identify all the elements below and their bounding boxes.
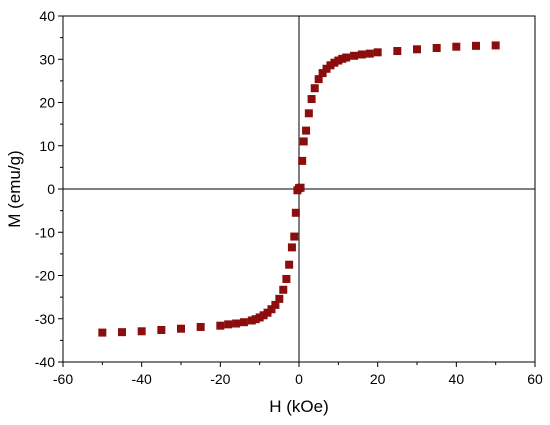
- data-point: [293, 186, 302, 195]
- data-point: [291, 208, 300, 217]
- y-tick-label: 40: [39, 8, 55, 24]
- y-tick-label: 30: [39, 51, 55, 67]
- x-tick-label: 0: [295, 371, 303, 387]
- data-point: [307, 95, 316, 104]
- y-tick-label: -20: [35, 268, 55, 284]
- data-point: [393, 47, 402, 56]
- data-point: [452, 42, 461, 51]
- data-points: [98, 41, 500, 337]
- data-point: [287, 243, 296, 252]
- y-tick-label: -30: [35, 311, 55, 327]
- data-point: [290, 232, 299, 241]
- data-point: [196, 322, 205, 331]
- data-point: [239, 318, 248, 327]
- x-tick-label: -20: [210, 371, 230, 387]
- data-point: [137, 327, 146, 336]
- y-tick-label: 20: [39, 95, 55, 111]
- data-point: [118, 328, 126, 337]
- data-point: [350, 51, 359, 60]
- data-point: [247, 316, 256, 325]
- data-point: [298, 156, 307, 165]
- data-point: [224, 320, 233, 329]
- data-point: [271, 300, 280, 309]
- data-point: [310, 84, 319, 93]
- data-point: [282, 274, 291, 283]
- y-axis-ticks: -40 -30 -20 -10 0 10 20 30 40: [35, 8, 63, 370]
- x-axis-title: H (kOe): [269, 397, 329, 416]
- data-point: [275, 294, 284, 303]
- data-point: [373, 48, 382, 57]
- data-point: [318, 69, 327, 78]
- data-point: [299, 137, 308, 146]
- data-point: [432, 44, 441, 53]
- y-axis-title: M (emu/g): [5, 150, 24, 227]
- data-point: [413, 45, 421, 54]
- data-point: [98, 328, 107, 337]
- x-tick-label: 20: [370, 371, 386, 387]
- x-tick-label: 60: [527, 371, 543, 387]
- data-point: [232, 319, 241, 328]
- data-point: [357, 50, 366, 59]
- data-point: [279, 285, 288, 294]
- x-axis-ticks: -60 -40 -20 0 20 40 60: [53, 362, 543, 387]
- data-point: [322, 64, 331, 73]
- y-tick-label: -10: [35, 224, 55, 240]
- data-point: [472, 41, 480, 50]
- data-point: [216, 321, 225, 330]
- y-tick-label: -40: [35, 354, 55, 370]
- data-point: [285, 260, 294, 269]
- data-point: [314, 75, 323, 84]
- data-point: [157, 325, 166, 334]
- data-point: [302, 126, 311, 135]
- x-tick-label: 40: [449, 371, 465, 387]
- data-point: [365, 49, 374, 58]
- x-tick-label: -40: [132, 371, 152, 387]
- data-point: [491, 41, 500, 50]
- y-tick-label: 10: [39, 138, 55, 154]
- x-tick-label: -60: [53, 371, 73, 387]
- data-point: [304, 109, 313, 118]
- y-tick-label: 0: [47, 181, 55, 197]
- data-point: [177, 324, 185, 333]
